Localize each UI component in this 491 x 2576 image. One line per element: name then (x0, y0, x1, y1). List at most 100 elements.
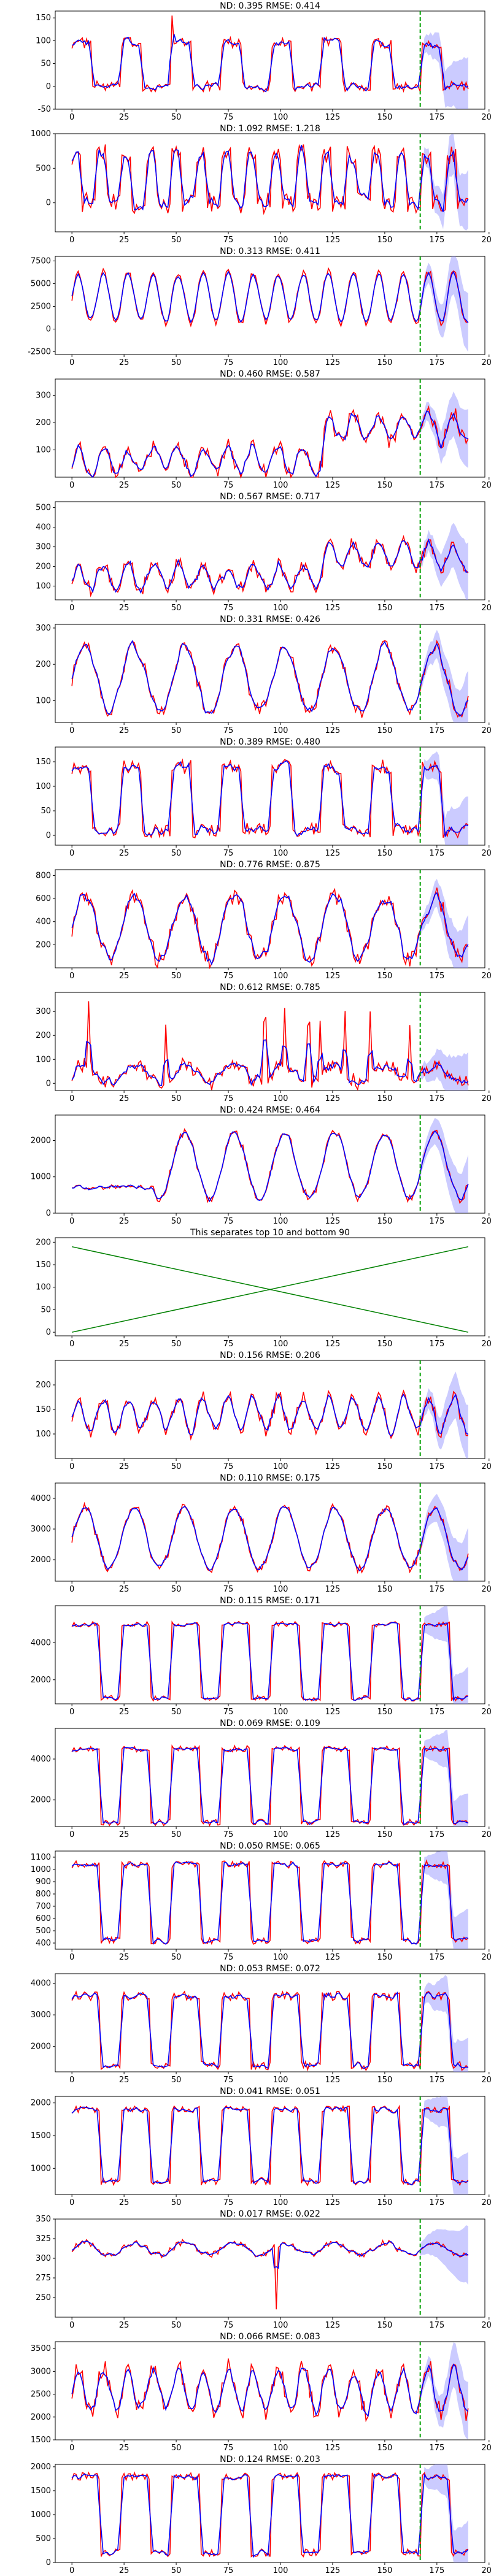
forecast-interval (420, 1729, 468, 1827)
x-tick-label: 100 (273, 1708, 288, 1717)
y-tick-label: 2000 (31, 1136, 51, 1145)
x-tick-label: 50 (171, 113, 182, 122)
actual-series-line (71, 1859, 469, 1945)
x-tick-label: 200 (481, 113, 491, 122)
forecast-interval (420, 523, 468, 600)
x-tick-label: 200 (481, 2198, 491, 2207)
x-tick-label: 100 (273, 481, 288, 490)
panel-title: This separates top 10 and bottom 90 (190, 1228, 350, 1238)
x-tick-label: 0 (69, 972, 74, 981)
y-tick-label: 2000 (31, 2099, 51, 2108)
x-tick-label: 50 (171, 1953, 182, 1962)
y-tick-label: 1500 (31, 2436, 51, 2445)
forecast-interval (420, 1371, 468, 1459)
y-tick-label: 0 (46, 2558, 51, 2567)
x-tick-label: 75 (223, 2444, 234, 2453)
x-tick-label: 25 (119, 1708, 130, 1717)
x-tick-label: 100 (273, 972, 288, 981)
x-tick-label: 200 (481, 2566, 491, 2575)
panel-title: ND: 1.092 RMSE: 1.218 (220, 124, 320, 134)
x-tick-label: 175 (429, 358, 444, 367)
forecast-interval (420, 1117, 468, 1213)
x-tick-label: 25 (119, 358, 130, 367)
panel-7: ND: 0.389 RMSE: 0.480 0 25 50 75 100 125 150 175… (36, 737, 491, 858)
x-tick-label: 25 (119, 2444, 130, 2453)
x-tick-label: 100 (273, 1830, 288, 1839)
x-tick-label: 50 (171, 849, 182, 858)
y-tick-label: 2000 (31, 2042, 51, 2052)
panel-3: ND: 0.313 RMSE: 0.411 0 25 50 75 100 125 150 175… (28, 247, 491, 367)
x-tick-label: 175 (429, 604, 444, 613)
x-tick-label: 150 (377, 2566, 392, 2575)
forecast-series-line (71, 1861, 468, 1945)
panel-2: ND: 1.092 RMSE: 1.218 0 25 50 75 100 125 150 175… (31, 124, 491, 245)
x-tick-label: 200 (481, 2444, 491, 2453)
panel-6: ND: 0.331 RMSE: 0.426 0 25 50 75 100 125 150 175… (36, 615, 491, 735)
plot-frame (55, 2218, 485, 2318)
x-tick-label: 50 (171, 726, 182, 735)
x-tick-label: 25 (119, 481, 130, 490)
x-tick-label: 200 (481, 1830, 491, 1839)
x-tick-label: 125 (325, 1708, 341, 1717)
x-tick-label: 50 (171, 2444, 182, 2453)
x-tick-label: 50 (171, 1217, 182, 1226)
plot-frame (55, 10, 485, 110)
x-tick-label: 25 (119, 2566, 130, 2575)
x-tick-label: 0 (69, 849, 74, 858)
x-tick-label: 50 (171, 2076, 182, 2085)
y-tick-label: 200 (36, 418, 51, 427)
x-tick-label: 50 (171, 2566, 182, 2575)
x-tick-label: 175 (429, 972, 444, 981)
x-tick-label: 100 (273, 358, 288, 367)
panel-title: ND: 0.066 RMSE: 0.083 (220, 2332, 320, 2342)
x-tick-label: 100 (273, 1953, 288, 1962)
x-tick-label: 25 (119, 1217, 130, 1226)
y-tick-label: 800 (36, 1890, 51, 1899)
x-tick-label: 200 (481, 972, 491, 981)
actual-series-line (71, 887, 469, 970)
x-tick-label: 100 (273, 236, 288, 245)
x-tick-label: 100 (273, 1340, 288, 1349)
y-tick-label: 500 (36, 504, 51, 513)
x-tick-label: 150 (377, 113, 392, 122)
x-tick-label: 200 (481, 1708, 491, 1717)
actual-series-line (71, 144, 468, 215)
x-tick-label: 100 (273, 726, 288, 735)
actual-series-line (71, 405, 469, 479)
y-tick-label: 2000 (31, 1676, 51, 1685)
panel-title: ND: 0.050 RMSE: 0.065 (220, 1841, 320, 1851)
x-tick-label: 125 (325, 849, 341, 858)
x-tick-label: 150 (377, 604, 392, 613)
x-tick-label: 200 (481, 1953, 491, 1962)
x-tick-label: 75 (223, 236, 234, 245)
x-tick-label: 75 (223, 604, 234, 613)
x-tick-label: 100 (273, 2198, 288, 2207)
forecast-interval (420, 1975, 468, 2072)
y-tick-label: 1000 (31, 2164, 51, 2173)
x-tick-label: 200 (481, 2321, 491, 2330)
x-tick-label: 0 (69, 113, 74, 122)
forecast-series-line (71, 538, 469, 594)
y-tick-label: 300 (36, 2254, 51, 2263)
y-tick-label: 100 (36, 1430, 51, 1439)
x-tick-label: 125 (325, 1340, 341, 1349)
y-tick-label: 4000 (31, 1494, 51, 1503)
x-tick-label: 125 (325, 972, 341, 981)
panel-5: ND: 0.567 RMSE: 0.717 0 25 50 75 100 125 150 175… (36, 492, 491, 613)
y-tick-label: 3000 (31, 2367, 51, 2376)
panel-19: ND: 0.017 RMSE: 0.022 0 25 50 75 100 125 150 175… (36, 2209, 491, 2330)
y-tick-label: 100 (36, 582, 51, 591)
x-tick-label: 100 (273, 2444, 288, 2453)
x-tick-label: 100 (273, 604, 288, 613)
x-tick-label: 150 (377, 1585, 392, 1594)
x-tick-label: 0 (69, 481, 74, 490)
plot-frame (55, 1728, 485, 1827)
panel-4: ND: 0.460 RMSE: 0.587 0 25 50 75 100 125 150 175… (36, 369, 491, 490)
x-tick-label: 100 (273, 113, 288, 122)
x-tick-label: 175 (429, 849, 444, 858)
panel-title: ND: 0.776 RMSE: 0.875 (220, 860, 320, 870)
x-tick-label: 75 (223, 726, 234, 735)
x-tick-label: 125 (325, 2198, 341, 2207)
y-tick-label: 4000 (31, 1755, 51, 1764)
plot-frame (55, 1605, 485, 1704)
